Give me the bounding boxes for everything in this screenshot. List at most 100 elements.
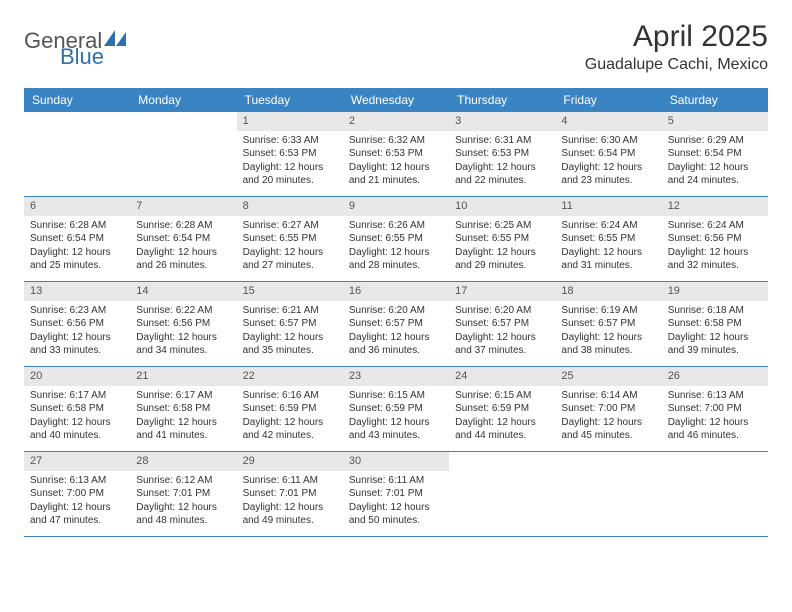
day-number: 19 xyxy=(662,282,768,301)
day-content: Sunrise: 6:29 AMSunset: 6:54 PMDaylight:… xyxy=(662,133,768,192)
day-line: Sunrise: 6:30 AM xyxy=(561,134,655,148)
day-line: Sunrise: 6:29 AM xyxy=(668,134,762,148)
day-content: Sunrise: 6:24 AMSunset: 6:56 PMDaylight:… xyxy=(662,218,768,277)
day-line: Sunrise: 6:25 AM xyxy=(455,219,549,233)
day-content: Sunrise: 6:11 AMSunset: 7:01 PMDaylight:… xyxy=(237,473,343,532)
day-content: Sunrise: 6:20 AMSunset: 6:57 PMDaylight:… xyxy=(343,303,449,362)
day-content: Sunrise: 6:28 AMSunset: 6:54 PMDaylight:… xyxy=(24,218,130,277)
calendar-cell: 11Sunrise: 6:24 AMSunset: 6:55 PMDayligh… xyxy=(555,197,661,281)
weekday-sat: Saturday xyxy=(662,88,768,112)
day-line: Sunrise: 6:18 AM xyxy=(668,304,762,318)
day-content: Sunrise: 6:21 AMSunset: 6:57 PMDaylight:… xyxy=(237,303,343,362)
day-content: Sunrise: 6:15 AMSunset: 6:59 PMDaylight:… xyxy=(449,388,555,447)
month-title: April 2025 xyxy=(585,20,768,54)
day-line: Sunset: 6:54 PM xyxy=(30,232,124,246)
day-line: Sunrise: 6:31 AM xyxy=(455,134,549,148)
day-line: Sunrise: 6:14 AM xyxy=(561,389,655,403)
day-line: Sunset: 7:00 PM xyxy=(561,402,655,416)
day-number: 4 xyxy=(555,112,661,131)
day-line: Daylight: 12 hours and 40 minutes. xyxy=(30,416,124,443)
day-content: Sunrise: 6:23 AMSunset: 6:56 PMDaylight:… xyxy=(24,303,130,362)
day-number: 27 xyxy=(24,452,130,471)
day-number: 29 xyxy=(237,452,343,471)
day-line: Sunset: 6:53 PM xyxy=(455,147,549,161)
day-line: Sunset: 6:54 PM xyxy=(668,147,762,161)
calendar-cell: 9Sunrise: 6:26 AMSunset: 6:55 PMDaylight… xyxy=(343,197,449,281)
calendar-cell: 26Sunrise: 6:13 AMSunset: 7:00 PMDayligh… xyxy=(662,367,768,451)
day-number: 23 xyxy=(343,367,449,386)
day-line: Sunrise: 6:23 AM xyxy=(30,304,124,318)
calendar-row: 13 Sunrise: 6:23 AMSunset: 6:56 PMDayligh… xyxy=(24,282,768,367)
day-line: Sunset: 6:53 PM xyxy=(243,147,337,161)
calendar-cell: 12Sunrise: 6:24 AMSunset: 6:56 PMDayligh… xyxy=(662,197,768,281)
weekday-thu: Thursday xyxy=(449,88,555,112)
day-number: 14 xyxy=(130,282,236,301)
day-line: Daylight: 12 hours and 41 minutes. xyxy=(136,416,230,443)
day-line: Daylight: 12 hours and 44 minutes. xyxy=(455,416,549,443)
day-content xyxy=(662,473,768,478)
calendar-cell: 4Sunrise: 6:30 AMSunset: 6:54 PMDaylight… xyxy=(555,112,661,196)
day-line: Sunrise: 6:24 AM xyxy=(561,219,655,233)
day-content: Sunrise: 6:13 AMSunset: 7:00 PMDaylight:… xyxy=(662,388,768,447)
calendar-grid: Sunday Monday Tuesday Wednesday Thursday… xyxy=(24,88,768,537)
day-content xyxy=(130,133,236,138)
day-line: Daylight: 12 hours and 28 minutes. xyxy=(349,246,443,273)
day-line: Sunset: 7:00 PM xyxy=(30,487,124,501)
day-content: Sunrise: 6:25 AMSunset: 6:55 PMDaylight:… xyxy=(449,218,555,277)
calendar-cell: 23Sunrise: 6:15 AMSunset: 6:59 PMDayligh… xyxy=(343,367,449,451)
calendar-cell: 25Sunrise: 6:14 AMSunset: 7:00 PMDayligh… xyxy=(555,367,661,451)
day-line: Sunset: 6:58 PM xyxy=(668,317,762,331)
calendar-cell: 15 Sunrise: 6:21 AMSunset: 6:57 PMDayligh… xyxy=(237,282,343,366)
calendar-cell: 3 Sunrise: 6:31 AMSunset: 6:53 PMDaylight… xyxy=(449,112,555,196)
day-content: Sunrise: 6:28 AMSunset: 6:54 PMDaylight:… xyxy=(130,218,236,277)
day-line: Daylight: 12 hours and 50 minutes. xyxy=(349,501,443,528)
calendar-cell: 24Sunrise: 6:15 AMSunset: 6:59 PMDayligh… xyxy=(449,367,555,451)
day-line: Sunrise: 6:11 AM xyxy=(349,474,443,488)
calendar-cell: 18Sunrise: 6:19 AMSunset: 6:57 PMDayligh… xyxy=(555,282,661,366)
calendar-cell: 1Sunrise: 6:33 AMSunset: 6:53 PMDaylight… xyxy=(237,112,343,196)
calendar-cell: 16Sunrise: 6:20 AMSunset: 6:57 PMDayligh… xyxy=(343,282,449,366)
day-number: 13 xyxy=(24,282,130,301)
day-content: Sunrise: 6:17 AMSunset: 6:58 PMDaylight:… xyxy=(24,388,130,447)
day-content: Sunrise: 6:20 AMSunset: 6:57 PMDaylight:… xyxy=(449,303,555,362)
day-line: Daylight: 12 hours and 35 minutes. xyxy=(243,331,337,358)
day-number: 10 xyxy=(449,197,555,216)
day-content: Sunrise: 6:19 AMSunset: 6:57 PMDaylight:… xyxy=(555,303,661,362)
day-line: Daylight: 12 hours and 32 minutes. xyxy=(668,246,762,273)
day-line: Daylight: 12 hours and 31 minutes. xyxy=(561,246,655,273)
day-line: Sunrise: 6:11 AM xyxy=(243,474,337,488)
day-content: Sunrise: 6:12 AMSunset: 7:01 PMDaylight:… xyxy=(130,473,236,532)
day-line: Sunset: 6:57 PM xyxy=(455,317,549,331)
day-number: 30 xyxy=(343,452,449,471)
day-number: 17 xyxy=(449,282,555,301)
day-number: 5 xyxy=(662,112,768,131)
day-number: 11 xyxy=(555,197,661,216)
logo-text-blue: Blue xyxy=(60,44,104,69)
day-content: Sunrise: 6:11 AMSunset: 7:01 PMDaylight:… xyxy=(343,473,449,532)
day-number: 3 xyxy=(449,112,555,131)
day-line: Sunrise: 6:28 AM xyxy=(30,219,124,233)
day-content: Sunrise: 6:14 AMSunset: 7:00 PMDaylight:… xyxy=(555,388,661,447)
day-line: Sunset: 7:01 PM xyxy=(136,487,230,501)
day-content: Sunrise: 6:32 AMSunset: 6:53 PMDaylight:… xyxy=(343,133,449,192)
logo-sail-icon xyxy=(104,28,126,54)
weekday-tue: Tuesday xyxy=(237,88,343,112)
day-number: 15 xyxy=(237,282,343,301)
weekday-sun: Sunday xyxy=(24,88,130,112)
day-line: Sunrise: 6:24 AM xyxy=(668,219,762,233)
calendar-cell xyxy=(662,452,768,536)
day-content xyxy=(555,473,661,478)
calendar-cell xyxy=(130,112,236,196)
calendar-row: 27Sunrise: 6:13 AMSunset: 7:00 PMDayligh… xyxy=(24,452,768,537)
day-line: Daylight: 12 hours and 43 minutes. xyxy=(349,416,443,443)
day-content: Sunrise: 6:31 AMSunset: 6:53 PMDaylight:… xyxy=(449,133,555,192)
day-content: Sunrise: 6:22 AMSunset: 6:56 PMDaylight:… xyxy=(130,303,236,362)
day-number: 28 xyxy=(130,452,236,471)
day-line: Sunrise: 6:22 AM xyxy=(136,304,230,318)
day-content: Sunrise: 6:18 AMSunset: 6:58 PMDaylight:… xyxy=(662,303,768,362)
day-content xyxy=(24,133,130,138)
calendar-row: 20Sunrise: 6:17 AMSunset: 6:58 PMDayligh… xyxy=(24,367,768,452)
day-line: Daylight: 12 hours and 29 minutes. xyxy=(455,246,549,273)
day-line: Sunset: 6:59 PM xyxy=(243,402,337,416)
day-number: 2 xyxy=(343,112,449,131)
